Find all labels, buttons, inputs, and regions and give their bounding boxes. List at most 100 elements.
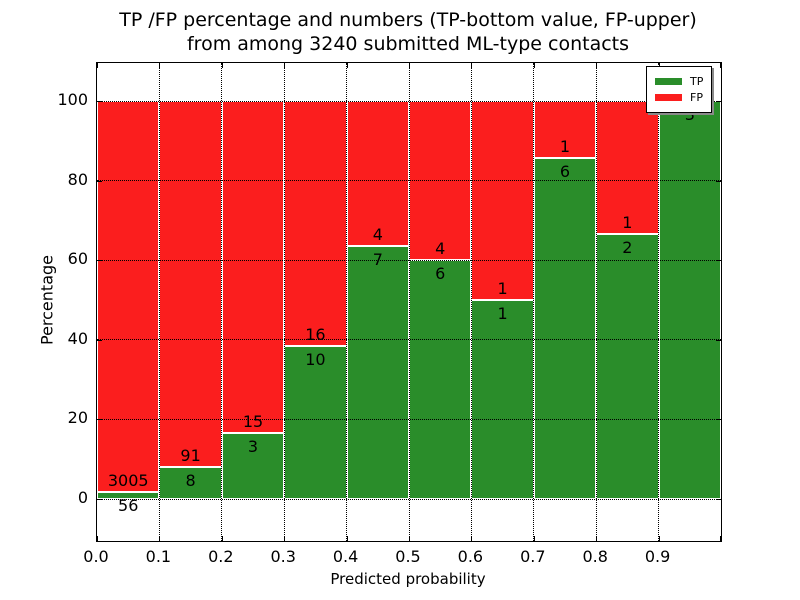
y-tick-mark — [716, 180, 721, 182]
bar-column — [284, 63, 347, 541]
tp-count-label: 10 — [305, 349, 326, 369]
y-tick-label: 20 — [67, 408, 88, 428]
v-gridline — [408, 63, 410, 541]
tp-count-label: 56 — [118, 495, 139, 515]
chart-title: TP /FP percentage and numbers (TP-bottom… — [96, 8, 720, 56]
v-gridline — [283, 63, 285, 541]
bar-column — [159, 63, 222, 541]
x-tick-mark — [409, 63, 410, 68]
bar-column — [533, 63, 597, 541]
v-gridline — [595, 63, 597, 541]
x-tick-label: 0.9 — [644, 547, 671, 566]
fp-count-label: 3005 — [107, 470, 149, 490]
x-tick-mark — [409, 536, 410, 541]
x-tick-mark — [159, 536, 161, 541]
tp-bar-segment — [596, 233, 659, 499]
x-tick-mark — [596, 63, 598, 68]
tp-bar-segment — [159, 466, 222, 499]
x-tick-label: 0.0 — [83, 547, 109, 566]
y-tick-label: 40 — [67, 328, 88, 348]
fp-bar-segment — [221, 101, 285, 433]
fp-bar-segment — [346, 101, 409, 246]
fp-count-label: 1 — [622, 212, 633, 232]
y-tick-mark — [716, 339, 721, 341]
y-tick-mark — [716, 260, 721, 262]
v-gridline — [533, 63, 535, 541]
tp-bar-segment — [658, 101, 721, 499]
x-tick-label: 0.8 — [582, 547, 608, 566]
y-tick-mark — [97, 180, 102, 182]
y-tick-mark — [716, 499, 721, 500]
y-tick-mark — [97, 419, 102, 421]
x-tick-mark — [658, 536, 660, 541]
tp-count-label: 8 — [185, 470, 196, 490]
fp-bar-segment — [159, 101, 222, 467]
fp-count-label: 15 — [242, 411, 264, 431]
x-tick-mark — [284, 536, 286, 541]
tp-bar-segment — [97, 491, 160, 499]
legend-label-fp: FP — [690, 91, 703, 104]
plot-area: 3005 56 91 8 15 3 16 10 4 7 4 6 1 1 1 6 1 2 3 TP FP — [96, 62, 722, 542]
x-tick-mark — [471, 536, 473, 541]
legend-swatch-fp-icon — [655, 94, 682, 101]
y-tick-mark — [97, 260, 102, 262]
bar-column — [658, 63, 721, 541]
v-gridline — [221, 63, 223, 541]
legend-swatch-tp-icon — [655, 78, 682, 85]
v-gridline — [470, 63, 472, 541]
fp-bar-segment — [97, 101, 160, 492]
chart-title-line1: TP /FP percentage and numbers (TP-bottom… — [119, 9, 697, 31]
fp-bar-segment — [533, 101, 597, 158]
y-axis-label: Percentage — [37, 254, 57, 346]
tp-bar-segment — [409, 260, 472, 499]
x-tick-label: 0.1 — [145, 547, 172, 566]
x-tick-mark — [346, 63, 348, 68]
tp-bar-segment — [533, 157, 597, 499]
x-tick-mark — [221, 63, 223, 68]
tp-bar-segment — [471, 300, 534, 499]
tp-count-label: 2 — [622, 237, 633, 257]
x-tick-label: 0.5 — [395, 547, 421, 566]
legend-entry-fp: FP — [655, 91, 703, 104]
grid-layer — [97, 63, 721, 541]
legend-label-tp: TP — [690, 75, 704, 88]
y-tick-mark — [97, 339, 102, 341]
x-tick-mark — [658, 63, 660, 68]
legend-entry-tp: TP — [655, 75, 703, 88]
x-tick-mark — [346, 536, 348, 541]
fp-count-label: 1 — [497, 279, 508, 298]
bar-labels-layer: 3005 56 91 8 15 3 16 10 4 7 4 6 1 1 1 6 1 2 3 — [97, 63, 721, 541]
fp-count-label: 91 — [180, 445, 201, 465]
x-tick-mark — [596, 536, 598, 541]
tp-bar-segment — [346, 245, 409, 499]
y-tick-mark — [97, 499, 102, 500]
tp-count-label: 6 — [435, 264, 446, 284]
x-tick-label: 0.4 — [332, 547, 359, 566]
v-gridline — [346, 63, 348, 541]
legend: TP FP — [646, 66, 713, 113]
x-tick-mark — [221, 536, 223, 541]
fp-count-label: 16 — [305, 324, 326, 344]
x-tick-label: 0.3 — [270, 547, 296, 566]
v-gridline — [658, 63, 660, 541]
fp-bar-segment — [596, 101, 659, 234]
tp-count-label: 6 — [559, 161, 571, 181]
x-tick-mark — [159, 63, 161, 68]
fp-bar-segment — [471, 101, 534, 300]
bar-column — [596, 63, 659, 541]
y-tick-label: 100 — [57, 90, 88, 109]
x-tick-mark — [284, 63, 286, 68]
x-tick-mark — [533, 536, 535, 541]
y-tick-label: 0 — [77, 488, 88, 507]
x-axis-label: Predicted probability — [330, 570, 486, 588]
bars-layer — [97, 63, 721, 541]
x-tick-mark — [97, 63, 98, 68]
x-tick-mark — [720, 63, 721, 68]
x-tick-mark — [720, 536, 721, 541]
tp-count-label: 3 — [247, 436, 259, 456]
y-tick-mark — [716, 419, 721, 421]
x-tick-label: 0.6 — [457, 547, 484, 566]
y-tick-label: 80 — [67, 169, 88, 189]
chart-title-line2: from among 3240 submitted ML-type contac… — [186, 33, 630, 55]
